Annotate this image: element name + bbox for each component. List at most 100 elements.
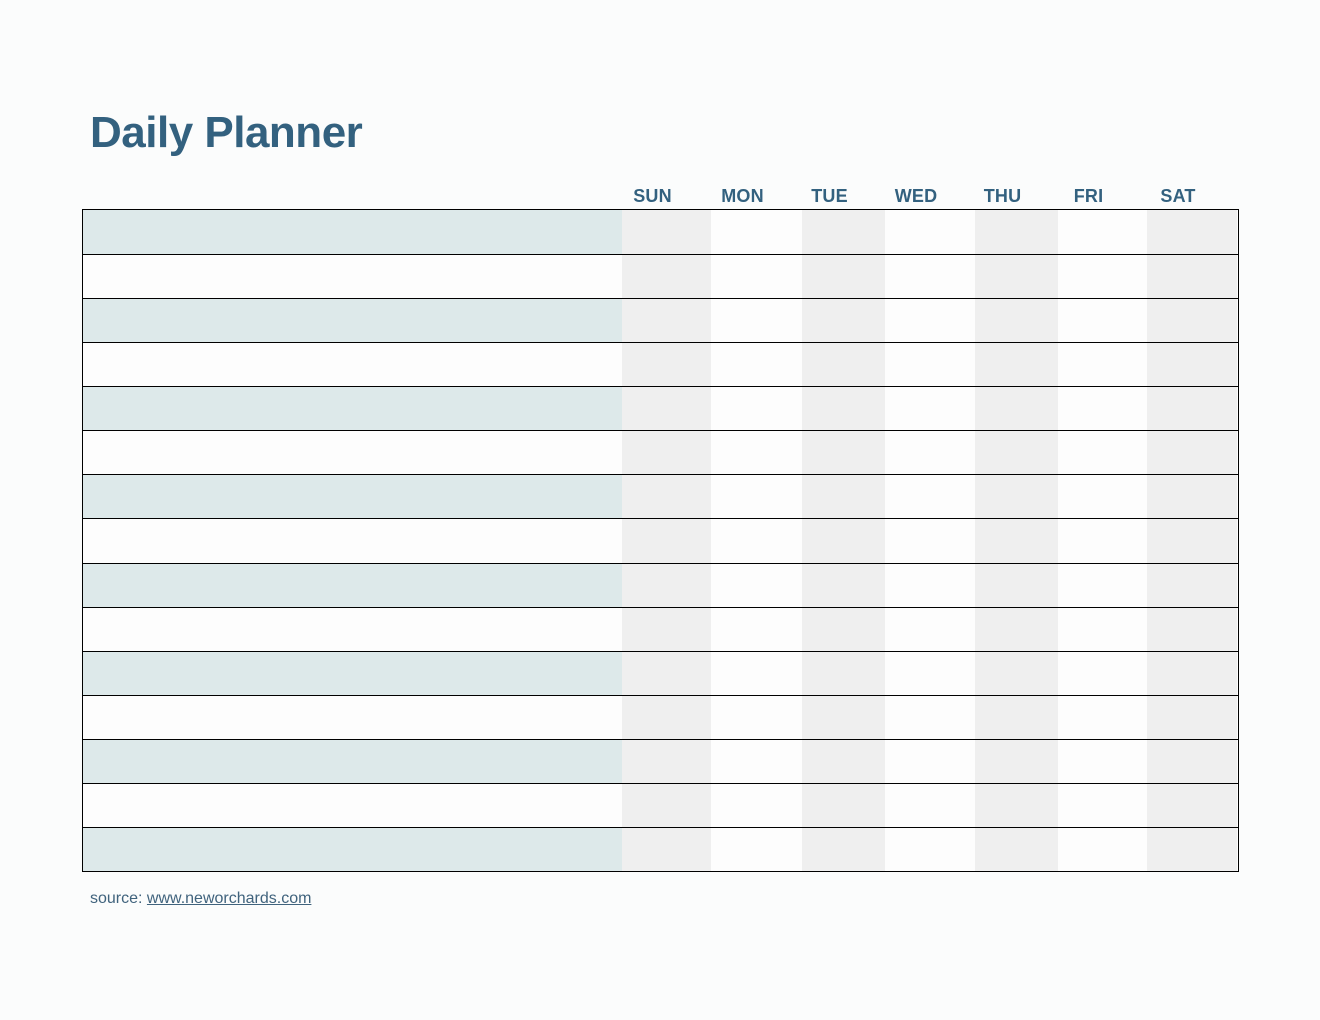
day-cell-tue: [802, 783, 885, 827]
planner-row: [83, 386, 1238, 431]
task-label-cell: [83, 695, 622, 739]
day-cell-mon: [711, 827, 802, 871]
day-cell-sun: [622, 343, 711, 387]
task-label-cell: [83, 387, 622, 431]
day-cell-wed: [885, 299, 975, 343]
day-cell-sat: [1147, 519, 1237, 563]
day-cell-sat: [1147, 255, 1237, 299]
day-cell-sun: [622, 783, 711, 827]
source-line: source: www.neworchards.com: [90, 890, 311, 908]
day-cell-thu: [975, 827, 1058, 871]
day-cell-tue: [802, 827, 885, 871]
planner-row: [83, 430, 1238, 475]
task-label-cell: [83, 210, 622, 255]
day-cell-mon: [711, 739, 802, 783]
day-cell-mon: [711, 475, 802, 519]
day-cell-thu: [975, 343, 1058, 387]
task-label-cell: [83, 431, 622, 475]
day-cell-sun: [622, 739, 711, 783]
day-cell-wed: [885, 695, 975, 739]
day-cell-mon: [711, 343, 802, 387]
day-cell-mon: [711, 299, 802, 343]
day-cell-sat: [1147, 563, 1237, 607]
task-label-cell: [83, 607, 622, 651]
planner-row: [83, 562, 1238, 607]
day-cell-sat: [1147, 827, 1237, 871]
day-header-wed: WED: [894, 186, 938, 206]
task-label-cell: [83, 519, 622, 563]
day-cell-mon: [711, 387, 802, 431]
day-cell-thu: [975, 519, 1058, 563]
day-cell-wed: [885, 210, 975, 255]
day-cell-tue: [802, 739, 885, 783]
planner-row: [83, 210, 1238, 255]
source-link[interactable]: www.neworchards.com: [146, 890, 312, 907]
day-cell-thu: [975, 739, 1058, 783]
day-cell-tue: [802, 607, 885, 651]
day-cell-thu: [975, 431, 1058, 475]
day-cell-mon: [711, 695, 802, 739]
day-cell-mon: [711, 563, 802, 607]
day-cell-wed: [885, 783, 975, 827]
planner-row: [83, 254, 1238, 299]
day-cell-fri: [1058, 783, 1147, 827]
day-cell-sun: [622, 475, 711, 519]
day-header-tue: TUE: [811, 186, 848, 206]
day-cell-thu: [975, 651, 1058, 695]
day-cell-thu: [975, 255, 1058, 299]
day-cell-sat: [1147, 343, 1237, 387]
planner-row: [83, 606, 1238, 651]
day-cell-tue: [802, 210, 885, 255]
day-cell-sun: [622, 210, 711, 255]
day-cell-wed: [885, 255, 975, 299]
day-cell-tue: [802, 519, 885, 563]
day-cell-fri: [1058, 607, 1147, 651]
day-cell-sun: [622, 827, 711, 871]
day-cell-mon: [711, 783, 802, 827]
planner-row: [83, 650, 1238, 695]
day-cell-thu: [975, 475, 1058, 519]
planner-row: [83, 298, 1238, 343]
page-title: Daily Planner: [90, 108, 363, 157]
day-cell-sat: [1147, 431, 1237, 475]
day-cell-wed: [885, 607, 975, 651]
day-cell-sun: [622, 607, 711, 651]
day-cell-mon: [711, 607, 802, 651]
day-cell-sat: [1147, 607, 1237, 651]
day-cell-fri: [1058, 739, 1147, 783]
day-header-thu: THU: [983, 186, 1022, 206]
day-cell-sun: [622, 431, 711, 475]
planner-row: [83, 738, 1238, 783]
day-cell-fri: [1058, 519, 1147, 563]
task-label-cell: [83, 475, 622, 519]
day-cell-wed: [885, 387, 975, 431]
task-label-cell: [83, 299, 622, 343]
day-cell-wed: [885, 519, 975, 563]
day-cell-fri: [1058, 431, 1147, 475]
day-cell-tue: [802, 563, 885, 607]
day-cell-tue: [802, 387, 885, 431]
day-cell-thu: [975, 563, 1058, 607]
day-cell-sat: [1147, 299, 1237, 343]
day-cell-sun: [622, 255, 711, 299]
day-cell-sat: [1147, 387, 1237, 431]
day-cell-sun: [622, 299, 711, 343]
planner-row: [83, 826, 1238, 871]
day-cell-thu: [975, 210, 1058, 255]
day-cell-fri: [1058, 255, 1147, 299]
planner-row: [83, 342, 1238, 387]
day-header-sat: SAT: [1160, 186, 1196, 206]
day-cell-sat: [1147, 210, 1237, 255]
task-label-cell: [83, 255, 622, 299]
task-label-cell: [83, 343, 622, 387]
day-cell-mon: [711, 210, 802, 255]
day-cell-thu: [975, 695, 1058, 739]
day-cell-wed: [885, 827, 975, 871]
source-label: source:: [90, 890, 143, 907]
day-cell-fri: [1058, 827, 1147, 871]
planner-table: [82, 209, 1239, 872]
day-cell-mon: [711, 431, 802, 475]
day-cell-sun: [622, 651, 711, 695]
day-cell-sat: [1147, 475, 1237, 519]
day-cell-wed: [885, 431, 975, 475]
